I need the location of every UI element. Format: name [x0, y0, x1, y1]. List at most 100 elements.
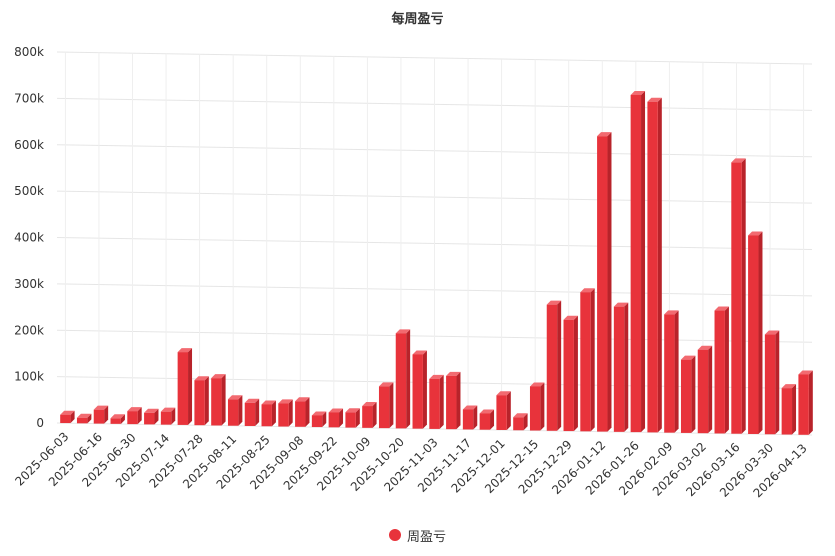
bar — [412, 350, 427, 429]
bar — [177, 348, 193, 425]
bar-side — [691, 355, 696, 433]
bar-front — [93, 409, 105, 424]
bar-front — [110, 418, 121, 424]
bar-top — [446, 371, 461, 376]
bar-side — [255, 398, 260, 426]
grid-layer — [56, 51, 813, 436]
y-tick-label: 300k — [14, 277, 44, 291]
bar-top — [429, 374, 444, 379]
bar-top — [479, 409, 495, 414]
bar-top — [697, 345, 713, 350]
bar-front — [630, 94, 642, 433]
bar-top — [496, 391, 511, 396]
bar-top — [362, 402, 377, 407]
bar-top — [110, 414, 125, 419]
bar-top — [295, 397, 310, 402]
bar-front — [295, 401, 306, 427]
bar-front — [680, 359, 692, 433]
bar — [513, 413, 528, 431]
bar-top — [395, 329, 411, 334]
bar-front — [278, 403, 289, 427]
legend: 周盈亏 — [0, 525, 835, 545]
bar-top — [261, 400, 276, 405]
bar-side — [540, 382, 545, 431]
bar — [395, 329, 411, 429]
bar-side — [792, 384, 797, 435]
bar-side — [724, 306, 729, 434]
chart-title: 每周盈亏 — [391, 12, 444, 27]
y-tick-label: 400k — [14, 231, 44, 245]
bar — [546, 300, 562, 431]
bar-side — [120, 414, 125, 424]
y-tick-label: 0 — [36, 416, 44, 430]
bar-top — [462, 405, 478, 410]
bar-side — [406, 329, 411, 429]
bar-front — [160, 411, 172, 425]
bar-front — [731, 162, 742, 434]
bar-side — [322, 411, 327, 428]
bar-front — [563, 319, 574, 432]
bar — [211, 374, 226, 426]
bar-top — [630, 90, 646, 95]
bar — [328, 408, 344, 428]
bar-side — [473, 405, 478, 430]
bar-top — [227, 395, 243, 400]
bar — [446, 371, 461, 430]
bar-side — [204, 376, 209, 426]
legend-label: 周盈亏 — [406, 529, 446, 545]
bar-top — [731, 158, 746, 163]
y-tick-label: 500k — [14, 184, 44, 198]
bar-front — [261, 404, 272, 427]
bar-front — [764, 334, 776, 435]
bar-front — [311, 415, 323, 428]
bar-front — [227, 399, 239, 426]
bar-top — [563, 315, 578, 320]
bar-side — [439, 374, 444, 429]
bar-side — [372, 402, 377, 428]
bar-top — [211, 374, 226, 379]
bar — [496, 391, 511, 430]
bar — [295, 397, 310, 427]
bar-front — [580, 292, 591, 432]
y-tick-label: 200k — [14, 323, 44, 337]
legend-item[interactable]: 周盈亏 — [388, 526, 446, 545]
bar — [597, 132, 612, 432]
bar — [680, 355, 696, 433]
bar-front — [446, 375, 457, 430]
bar-side — [557, 300, 562, 431]
bar-front — [328, 412, 340, 428]
bar-side — [506, 391, 511, 430]
bar — [647, 97, 662, 433]
bar-front — [462, 409, 474, 430]
bar-top — [647, 97, 662, 102]
bar-front — [177, 352, 189, 425]
bar-side — [305, 397, 310, 427]
bar — [731, 158, 746, 434]
bar — [345, 408, 360, 428]
x-axis-ticks: 2025-06-032025-06-162025-06-302025-07-14… — [12, 429, 809, 500]
bar — [244, 398, 260, 426]
bar-top — [714, 306, 729, 311]
bar-side — [490, 409, 495, 430]
bar-side — [137, 407, 142, 425]
bar-front — [244, 402, 256, 426]
bar — [479, 409, 495, 430]
bar — [781, 384, 797, 435]
bar-top — [194, 376, 209, 381]
bar — [798, 370, 813, 435]
bar-side — [624, 302, 629, 432]
bar-top — [60, 410, 75, 415]
bar-front — [211, 378, 222, 426]
bar — [278, 399, 293, 427]
bar-side — [271, 400, 276, 427]
bar — [194, 376, 209, 426]
bar — [714, 306, 729, 434]
bar — [697, 345, 713, 434]
bar — [261, 400, 276, 427]
bar-side — [808, 370, 813, 435]
bar-top — [244, 398, 260, 403]
bar-front — [412, 354, 423, 429]
bar-side — [456, 371, 461, 430]
bar-front — [513, 417, 524, 431]
